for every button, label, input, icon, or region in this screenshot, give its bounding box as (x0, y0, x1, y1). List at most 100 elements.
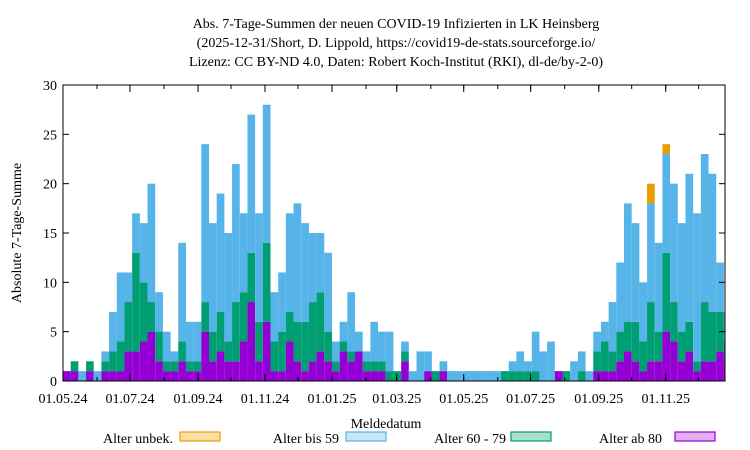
bars-layer (63, 104, 725, 381)
bar-alter-bis-59 (170, 351, 179, 362)
bar-alter-ab-80 (616, 361, 624, 381)
bar-alter-ab-80 (308, 361, 317, 381)
bar-alter-bis-59 (93, 371, 102, 381)
bar-alter-ab-80 (370, 371, 379, 381)
bar-alter-ab-80 (285, 341, 294, 381)
bar-alter-bis-59 (716, 262, 724, 312)
bar-alter-60-79 (531, 371, 540, 381)
bar-alter-60-79 (147, 302, 156, 332)
bar-alter-ab-80 (239, 341, 248, 381)
bar-alter-bis-59 (677, 223, 686, 332)
bar-alter-60-79 (247, 252, 256, 303)
bar-alter-ab-80 (355, 351, 363, 381)
bar-alter-ab-80 (685, 351, 694, 381)
bar-alter-ab-80 (708, 361, 717, 381)
bar-alter-60-79 (339, 341, 348, 352)
bar-alter-60-79 (255, 321, 263, 362)
bar-alter-60-79 (378, 361, 386, 372)
bar-alter-60-79 (647, 302, 655, 362)
bar-alter-60-79 (308, 302, 317, 362)
bar-alter-bis-59 (201, 144, 210, 303)
bar-alter-60-79 (124, 302, 133, 352)
bar-alter-60-79 (616, 331, 624, 362)
bar-alter-ab-80 (116, 371, 125, 381)
bar-alter-60-79 (670, 302, 678, 342)
bar-alter-ab-80 (324, 361, 332, 381)
x-tick-label: 01.11.24 (241, 392, 289, 407)
bar-alter-ab-80 (608, 371, 617, 381)
bar-alter-bis-59 (477, 371, 486, 381)
bar-alter-ab-80 (70, 371, 79, 381)
y-tick-label: 15 (43, 227, 57, 242)
bar-alter-ab-80 (631, 361, 640, 381)
bar-alter-ab-80 (554, 371, 563, 381)
bar-alter-60-79 (209, 331, 217, 362)
bar-alter-ab-80 (723, 361, 725, 381)
bar-alter-bis-59 (339, 321, 348, 342)
bar-alter-bis-59 (524, 361, 532, 372)
bar-alter-60-79 (508, 371, 517, 381)
bar-alter-bis-59 (109, 311, 117, 352)
bar-alter-bis-59 (185, 321, 194, 362)
bar-alter-bis-59 (723, 311, 725, 342)
title-line-1: Abs. 7-Tage-Summen der neuen COVID-19 In… (193, 17, 600, 32)
bar-alter-ab-80 (401, 361, 409, 381)
bar-alter-60-79 (155, 331, 163, 362)
x-tick-label: 01.05.24 (39, 392, 88, 407)
bar-alter-bis-59 (101, 351, 110, 362)
bar-alter-bis-59 (685, 173, 694, 322)
bar-alter-bis-59 (670, 183, 678, 303)
bar-alter-bis-59 (301, 223, 309, 322)
legend-item: Alter unbek. (103, 431, 221, 447)
bar-alter-bis-59 (362, 351, 371, 362)
bar-alter-bis-59 (355, 331, 363, 352)
bar-alter-60-79 (370, 361, 379, 372)
bar-alter-bis-59 (616, 262, 624, 332)
bar-alter-ab-80 (216, 351, 225, 381)
bar-alter-bis-59 (408, 371, 417, 381)
bar-alter-60-79 (562, 371, 571, 381)
bar-alter-60-79 (639, 341, 648, 372)
chart-title: Abs. 7-Tage-Summen der neuen COVID-19 In… (189, 17, 603, 70)
bar-alter-bis-59 (539, 351, 548, 381)
bar-alter-ab-80 (255, 361, 263, 381)
bar-alter-60-79 (401, 351, 409, 362)
bar-alter-bis-59 (470, 371, 478, 381)
bar-alter-bis-59 (370, 321, 379, 362)
bar-alter-bis-59 (178, 242, 186, 342)
legend: Alter unbek. Alter bis 59 Alter 60 - 79 Alt… (103, 431, 716, 447)
bar-alter-60-79 (593, 351, 601, 372)
title-line-3: Lizenz: CC BY-ND 4.0, Daten: Robert Koch… (189, 55, 603, 70)
y-axis-label: Absolute 7-Tage-Summe (10, 163, 25, 303)
bar-alter-ab-80 (424, 371, 432, 381)
bar-alter-60-79 (109, 351, 117, 372)
bar-alter-60-79 (631, 321, 640, 362)
bar-alter-60-79 (685, 321, 694, 352)
legend-label: Alter 60 - 79 (434, 432, 506, 447)
x-tick-label: 01.01.25 (307, 392, 356, 407)
bar-alter-bis-59 (285, 213, 294, 312)
bar-alter-bis-59 (270, 292, 279, 342)
bar-alter-ab-80 (224, 361, 233, 381)
bar-alter-60-79 (185, 361, 194, 372)
bar-alter-ab-80 (278, 371, 286, 381)
bar-alter-bis-59 (331, 341, 340, 362)
bar-alter-ab-80 (654, 361, 663, 381)
bar-alter-60-79 (270, 341, 279, 372)
bar-alter-60-79 (224, 341, 233, 362)
bar-alter-bis-59 (224, 233, 233, 342)
x-tick-label: 01.09.25 (574, 392, 623, 407)
bar-alter-ab-80 (677, 361, 686, 381)
bar-alter-60-79 (524, 371, 532, 381)
bar-alter-60-79 (193, 361, 202, 372)
bar-alter-bis-59 (585, 371, 594, 381)
title-line-2: (2025-12-31/Short, D. Lippold, https://c… (197, 36, 596, 51)
y-tick-label: 10 (43, 276, 57, 291)
y-tick-label: 20 (43, 178, 57, 193)
bar-alter-60-79 (501, 371, 509, 381)
bar-alter-bis-59 (485, 371, 494, 381)
bar-alter-60-79 (232, 302, 240, 362)
bar-alter-ab-80 (600, 371, 609, 381)
bar-alter-60-79 (86, 361, 94, 372)
legend-swatch (345, 431, 387, 442)
